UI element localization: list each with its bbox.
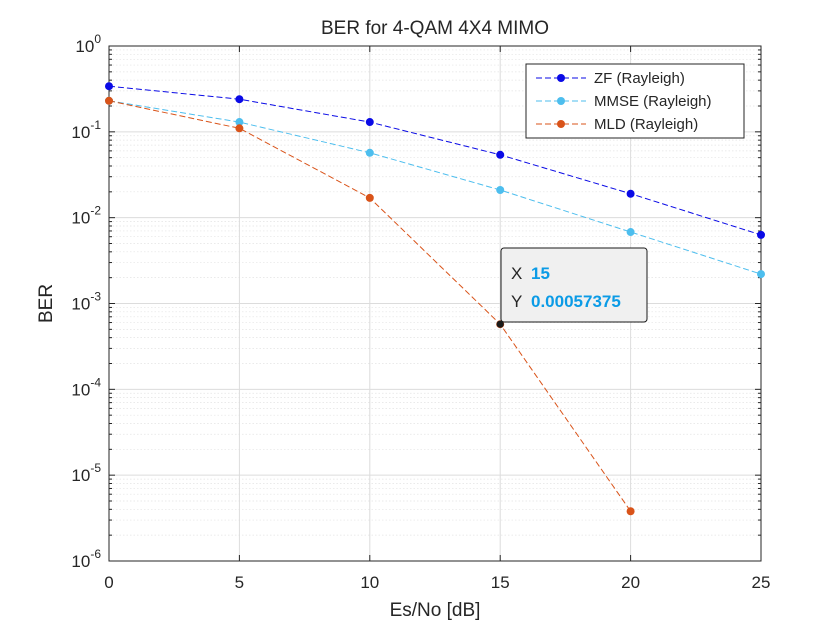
legend: ZF (Rayleigh) MMSE (Rayleigh) MLD (Rayleig…: [525, 63, 745, 139]
data-point: [235, 118, 244, 127]
x-tick-label: 25: [752, 573, 771, 592]
data-point: [235, 95, 244, 104]
datatip-x-key: X: [511, 264, 522, 283]
data-point: [105, 96, 113, 105]
legend-label: ZF (Rayleigh): [594, 70, 685, 87]
legend-label: MMSE (Rayleigh): [594, 93, 712, 110]
data-point: [365, 148, 374, 157]
y-axis-label: BER: [36, 284, 57, 323]
data-point: [626, 189, 635, 198]
datatip-y-key: Y: [511, 292, 522, 311]
data-point: [626, 507, 635, 516]
data-point: [757, 230, 765, 239]
data-point: [626, 228, 635, 237]
data-point: [757, 270, 765, 279]
y-tick-label: 10-2: [71, 204, 101, 228]
y-tick-label: 10-4: [71, 375, 101, 399]
y-tick-label: 100: [75, 32, 101, 56]
legend-marker: [557, 97, 565, 105]
series-line: [108, 85, 762, 236]
datatip-y-value: 0.00057375: [531, 292, 621, 311]
y-tick-label: 10-6: [71, 547, 101, 571]
y-tick-label: 10-5: [71, 461, 101, 485]
data-point: [105, 82, 113, 91]
legend-marker: [557, 74, 565, 82]
data-point: [365, 193, 374, 202]
chart-title: BER for 4-QAM 4X4 MIMO: [321, 18, 549, 39]
data-point: [235, 124, 244, 133]
x-tick-label: 0: [104, 573, 113, 592]
datatip-box: [500, 247, 648, 323]
x-axis-label: Es/No [dB]: [390, 600, 481, 621]
y-tick-label: 10-3: [71, 290, 101, 314]
datatip-x-value: 15: [531, 264, 550, 283]
legend-marker: [557, 120, 565, 128]
x-tick-label: 5: [235, 573, 244, 592]
x-tick-label: 20: [621, 573, 640, 592]
series-line: [108, 100, 762, 275]
x-tick-label: 15: [491, 573, 510, 592]
y-tick-label: 10-1: [71, 118, 101, 142]
data-point: [365, 118, 374, 127]
legend-item: MMSE (Rayleigh): [536, 93, 712, 110]
data-point: [496, 150, 505, 159]
legend-label: MLD (Rayleigh): [594, 116, 698, 133]
datatip-marker: [496, 320, 504, 328]
series-0: [105, 82, 765, 239]
data-point: [496, 186, 505, 195]
legend-item: MLD (Rayleigh): [536, 116, 698, 133]
legend-item: ZF (Rayleigh): [536, 70, 685, 87]
x-tick-label: 10: [360, 573, 379, 592]
